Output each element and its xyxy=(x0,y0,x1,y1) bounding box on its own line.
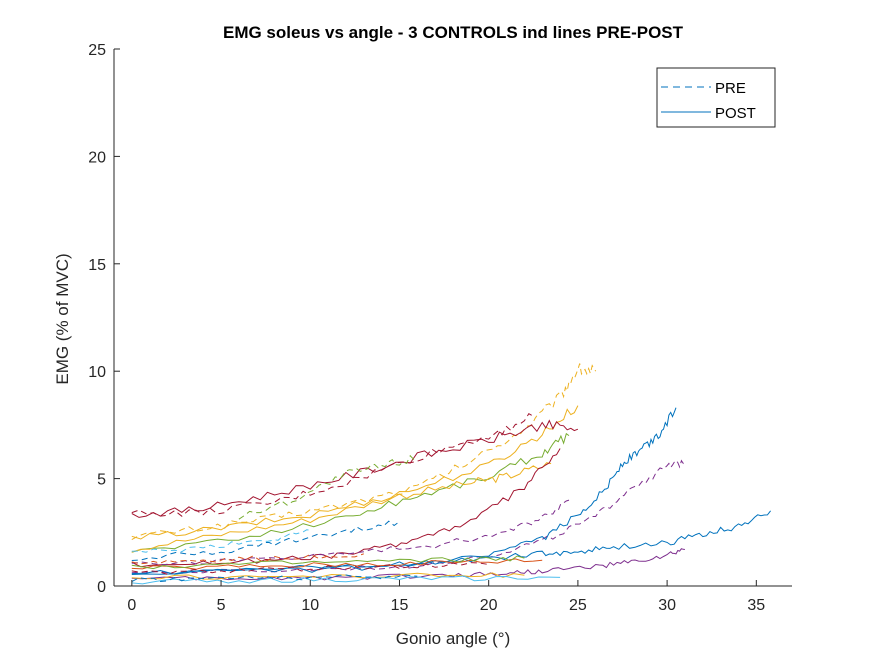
y-tick-label: 10 xyxy=(88,364,106,381)
series-line-13-dashed xyxy=(131,520,400,561)
series-line-20-dashed xyxy=(131,562,489,575)
series-line-5-solid xyxy=(131,432,570,553)
y-tick-label: 5 xyxy=(97,472,106,489)
x-axis-label: Gonio angle (°) xyxy=(396,629,511,648)
x-tick-label: 5 xyxy=(217,597,226,614)
series-line-21-solid xyxy=(131,555,525,570)
x-tick-label: 20 xyxy=(480,597,498,614)
series-line-9-dashed xyxy=(131,499,570,566)
series-line-16-solid xyxy=(131,558,543,570)
tick-layer: 0 5 10 15 20 25 30 35 0 5 10 15 20 25 xyxy=(88,42,765,614)
y-tick-label: 15 xyxy=(88,257,106,274)
x-tick-label: 35 xyxy=(747,597,765,614)
series-line-6-dashed xyxy=(238,454,418,520)
x-tick-label: 10 xyxy=(301,597,319,614)
chart-title: EMG soleus vs angle - 3 CONTROLS ind lin… xyxy=(223,23,684,42)
y-tick-label: 20 xyxy=(88,149,106,166)
series-line-8-solid xyxy=(131,448,561,568)
legend-pre-label: PRE xyxy=(715,80,746,97)
x-tick-label: 15 xyxy=(391,597,409,614)
y-axis-label: EMG (% of MVC) xyxy=(53,253,72,384)
x-tick-label: 30 xyxy=(658,597,676,614)
y-tick-label: 0 xyxy=(97,579,106,596)
series-line-4-dashed xyxy=(131,413,534,517)
series-line-19-dashed xyxy=(131,574,418,583)
legend: PRE POST xyxy=(656,67,776,128)
x-tick-label: 0 xyxy=(127,597,136,614)
series-line-18-solid xyxy=(131,575,561,585)
series-line-22-dashed xyxy=(131,553,364,565)
y-tick-label: 25 xyxy=(88,42,106,59)
x-tick-label: 25 xyxy=(569,597,587,614)
legend-post-label: POST xyxy=(715,105,756,122)
series-layer xyxy=(131,363,771,585)
legend-box xyxy=(656,67,776,128)
series-line-14-dashed xyxy=(131,529,311,553)
axes-layer xyxy=(113,49,792,587)
series-line-11-solid xyxy=(131,407,677,575)
series-line-7-solid xyxy=(131,462,552,553)
plot-area xyxy=(114,49,792,586)
series-line-2-solid xyxy=(131,405,579,540)
